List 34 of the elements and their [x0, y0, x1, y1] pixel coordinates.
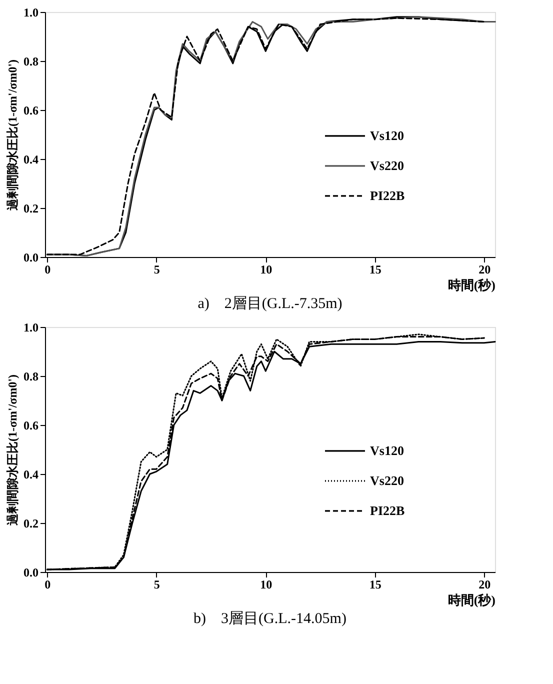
x-tick-label: 0	[44, 262, 51, 276]
y-axis-title: 過剰間隙水圧比(1-σm'/σm0')	[6, 59, 20, 212]
x-tick-label: 10	[260, 262, 272, 276]
y-tick-label: 0.0	[24, 250, 38, 264]
legend-label: PI22B	[370, 188, 405, 203]
x-tick-label: 20	[478, 578, 491, 592]
y-tick-label: 0.8	[24, 54, 38, 68]
y-tick-label: 0.0	[24, 566, 38, 580]
x-tick-label: 20	[478, 262, 491, 276]
y-tick-label: 0.2	[24, 516, 38, 530]
text: b) 3層目(G.L.-14.05m)	[194, 611, 346, 627]
legend-label: Vs220	[370, 472, 404, 488]
y-tick-label: 1.0	[24, 6, 38, 20]
text: a) 2層目(G.L.-7.35m)	[198, 296, 342, 312]
legend-label: Vs120	[370, 128, 404, 143]
x-tick-label: 5	[154, 262, 160, 276]
y-tick-label: 1.0	[24, 320, 38, 334]
legend-label: PI22B	[370, 502, 405, 518]
y-tick-label: 0.4	[24, 468, 38, 482]
y-tick-label: 0.6	[24, 104, 38, 118]
x-tick-label: 5	[154, 578, 160, 592]
x-axis-title: 時間(秒)	[448, 592, 496, 608]
x-axis-title: 時間(秒)	[448, 278, 496, 292]
legend-label: Vs220	[370, 158, 404, 173]
x-tick-label: 15	[369, 262, 382, 276]
y-tick-label: 0.4	[24, 152, 38, 166]
legend-label: Vs120	[370, 442, 404, 458]
y-tick-label: 0.2	[24, 202, 38, 216]
x-tick-label: 10	[260, 578, 272, 592]
y-tick-label: 0.8	[24, 370, 38, 384]
y-tick-label: 0.6	[24, 418, 38, 432]
x-tick-label: 0	[44, 578, 51, 592]
y-axis-title: 過剰間隙水圧比(1-σm'/σm0')	[6, 374, 20, 527]
x-tick-label: 15	[369, 578, 382, 592]
